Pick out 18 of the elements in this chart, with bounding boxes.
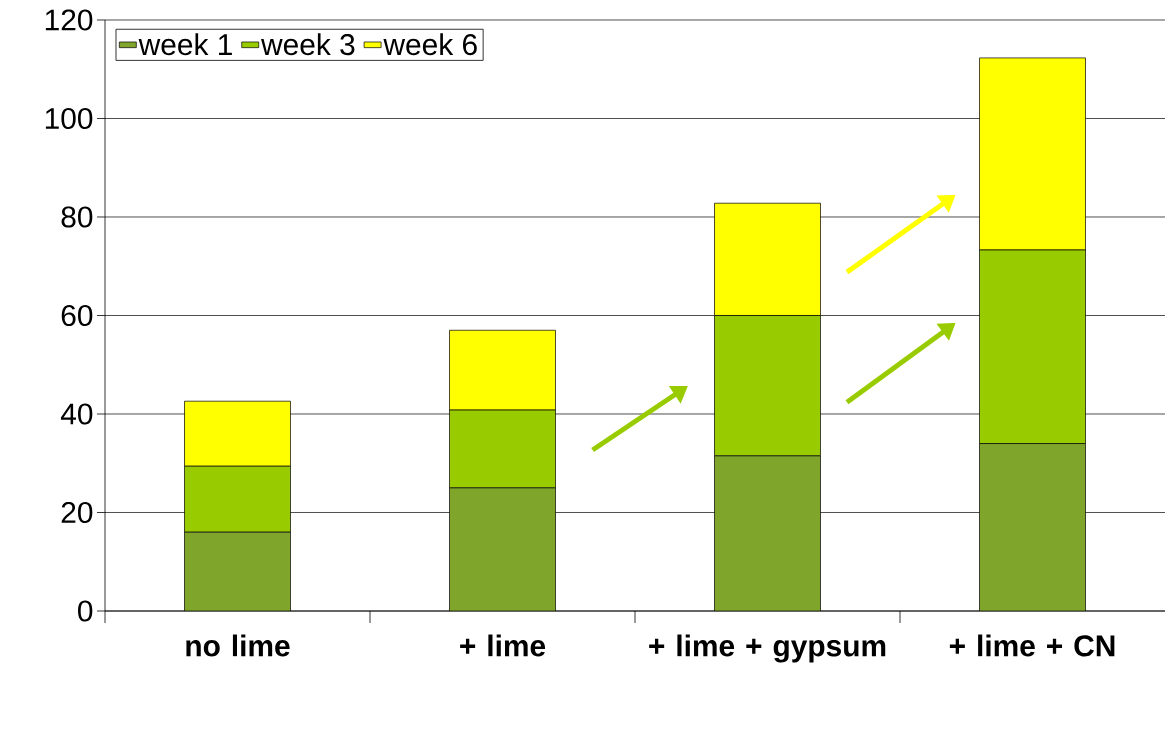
y-tick-label: 60 [61,304,93,327]
y-tick-label: 120 [45,9,93,31]
x-tick-label: + lime [460,634,546,657]
legend-label: week 3 [261,33,355,56]
y-tick-label: 0 [78,600,93,622]
y-tick-label: 40 [60,403,93,425]
legend-label: week 1 [138,33,232,56]
bar [979,443,1086,611]
y-tick-label: 80 [61,206,93,228]
bar [714,455,821,611]
bar [449,487,556,611]
y-tick-label: 100 [45,107,93,130]
bar [184,531,291,611]
legend-label: week 6 [383,33,477,56]
x-tick-label: no lime [186,634,290,657]
y-tick-label: 20 [61,501,93,524]
x-tick-label: + lime + gypsum [649,634,886,663]
x-tick-label: + lime + CN [949,634,1115,657]
